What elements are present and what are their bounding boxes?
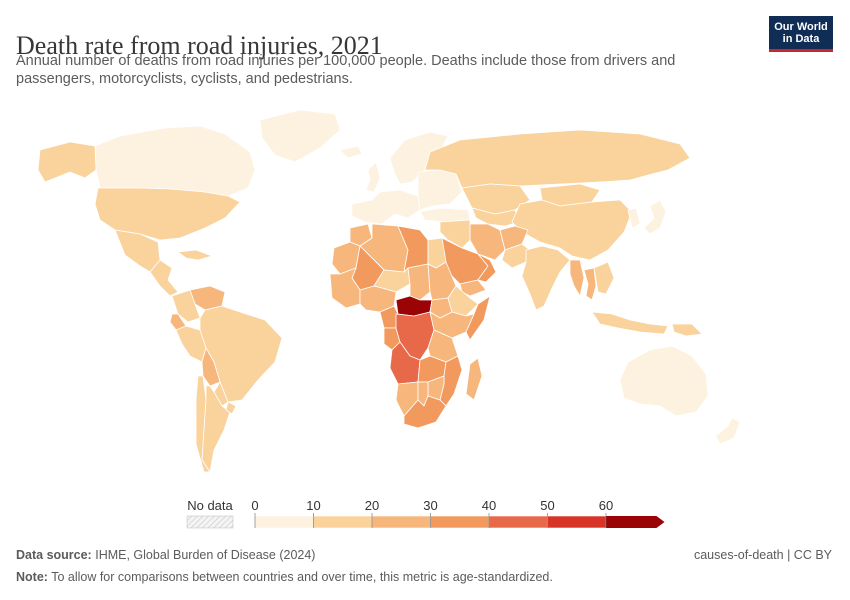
note-text: To allow for comparisons between countri… — [51, 570, 553, 584]
map-region-greenland[interactable] — [259, 109, 341, 163]
legend-bin-0-10 — [254, 515, 314, 529]
map-region-korea[interactable] — [627, 207, 641, 229]
source-label: Data source: — [16, 548, 92, 562]
legend-nodata-label: No data — [187, 498, 233, 513]
map-region-caribbean[interactable] — [177, 249, 213, 261]
note-label: Note: — [16, 570, 48, 584]
map-region-western-europe[interactable] — [351, 189, 421, 225]
map-region-south-africa[interactable] — [403, 395, 447, 429]
map-region-japan[interactable] — [643, 199, 667, 235]
map-region-iceland[interactable] — [339, 145, 363, 159]
legend-tick-label: 20 — [365, 498, 379, 513]
map-region-canada[interactable] — [94, 125, 256, 197]
chart-subtitle: Annual number of deaths from road injuri… — [16, 53, 676, 87]
map-region-indonesia[interactable] — [591, 311, 669, 335]
legend-tick-label: 10 — [306, 498, 320, 513]
legend-tick-label: 60 — [599, 498, 613, 513]
map-region-southeast-asia[interactable] — [593, 261, 615, 295]
legend-bin-50-60 — [547, 515, 607, 529]
owid-logo[interactable]: Our World in Data — [769, 16, 833, 52]
map-region-alaska[interactable] — [37, 141, 97, 183]
data-source: Data source: IHME, Global Burden of Dise… — [16, 548, 315, 562]
legend-tick-label: 0 — [251, 498, 258, 513]
legend-bin-40-50 — [488, 515, 548, 529]
map-region-argentina[interactable] — [201, 385, 231, 473]
map-region-thailand[interactable] — [583, 267, 597, 301]
legend-bin-10-20 — [313, 515, 373, 529]
map-region-brazil[interactable] — [199, 305, 283, 403]
chart-title: Death rate from road injuries, 2021 — [16, 31, 383, 61]
map-region-russia[interactable] — [424, 129, 691, 189]
legend-nodata-swatch — [186, 515, 234, 529]
map-region-central-america[interactable] — [149, 259, 179, 297]
color-legend: No data 0 10 20 30 40 50 60 — [186, 498, 665, 529]
footer-license[interactable]: causes-of-death | CC BY — [693, 548, 832, 562]
world-map — [37, 109, 741, 473]
map-region-myanmar[interactable] — [569, 259, 585, 297]
map-region-chad[interactable] — [407, 263, 431, 301]
legend-tick-label: 40 — [482, 498, 496, 513]
chart-note: Note: To allow for comparisons between c… — [16, 570, 553, 584]
map-region-dr-congo[interactable] — [395, 311, 435, 361]
map-region-iran[interactable] — [469, 223, 506, 261]
logo-line-1: Our World — [774, 21, 828, 33]
map-region-oman[interactable] — [477, 253, 497, 283]
map-region-india[interactable] — [521, 245, 571, 311]
map-region-papua-new-guinea[interactable] — [671, 323, 703, 337]
legend-bin-60-70 — [606, 516, 665, 528]
map-region-uruguay[interactable] — [225, 401, 237, 415]
map-region-madagascar[interactable] — [465, 357, 483, 401]
logo-line-2: in Data — [782, 33, 820, 45]
map-region-central-asia[interactable] — [471, 207, 521, 227]
map-region-china[interactable] — [511, 199, 633, 261]
legend-tick-label: 30 — [423, 498, 437, 513]
map-region-turkey[interactable] — [419, 207, 471, 223]
source-text[interactable]: IHME, Global Burden of Disease (2024) — [95, 548, 316, 562]
map-region-australia[interactable] — [619, 345, 709, 417]
map-region-united-states[interactable] — [94, 187, 241, 241]
legend-tick-label: 50 — [540, 498, 554, 513]
map-region-eastern-europe[interactable] — [417, 169, 463, 211]
map-region-united-kingdom[interactable] — [365, 161, 381, 193]
legend-bin-20-30 — [371, 515, 431, 529]
map-region-new-zealand[interactable] — [715, 417, 741, 445]
legend-bin-30-40 — [430, 515, 490, 529]
